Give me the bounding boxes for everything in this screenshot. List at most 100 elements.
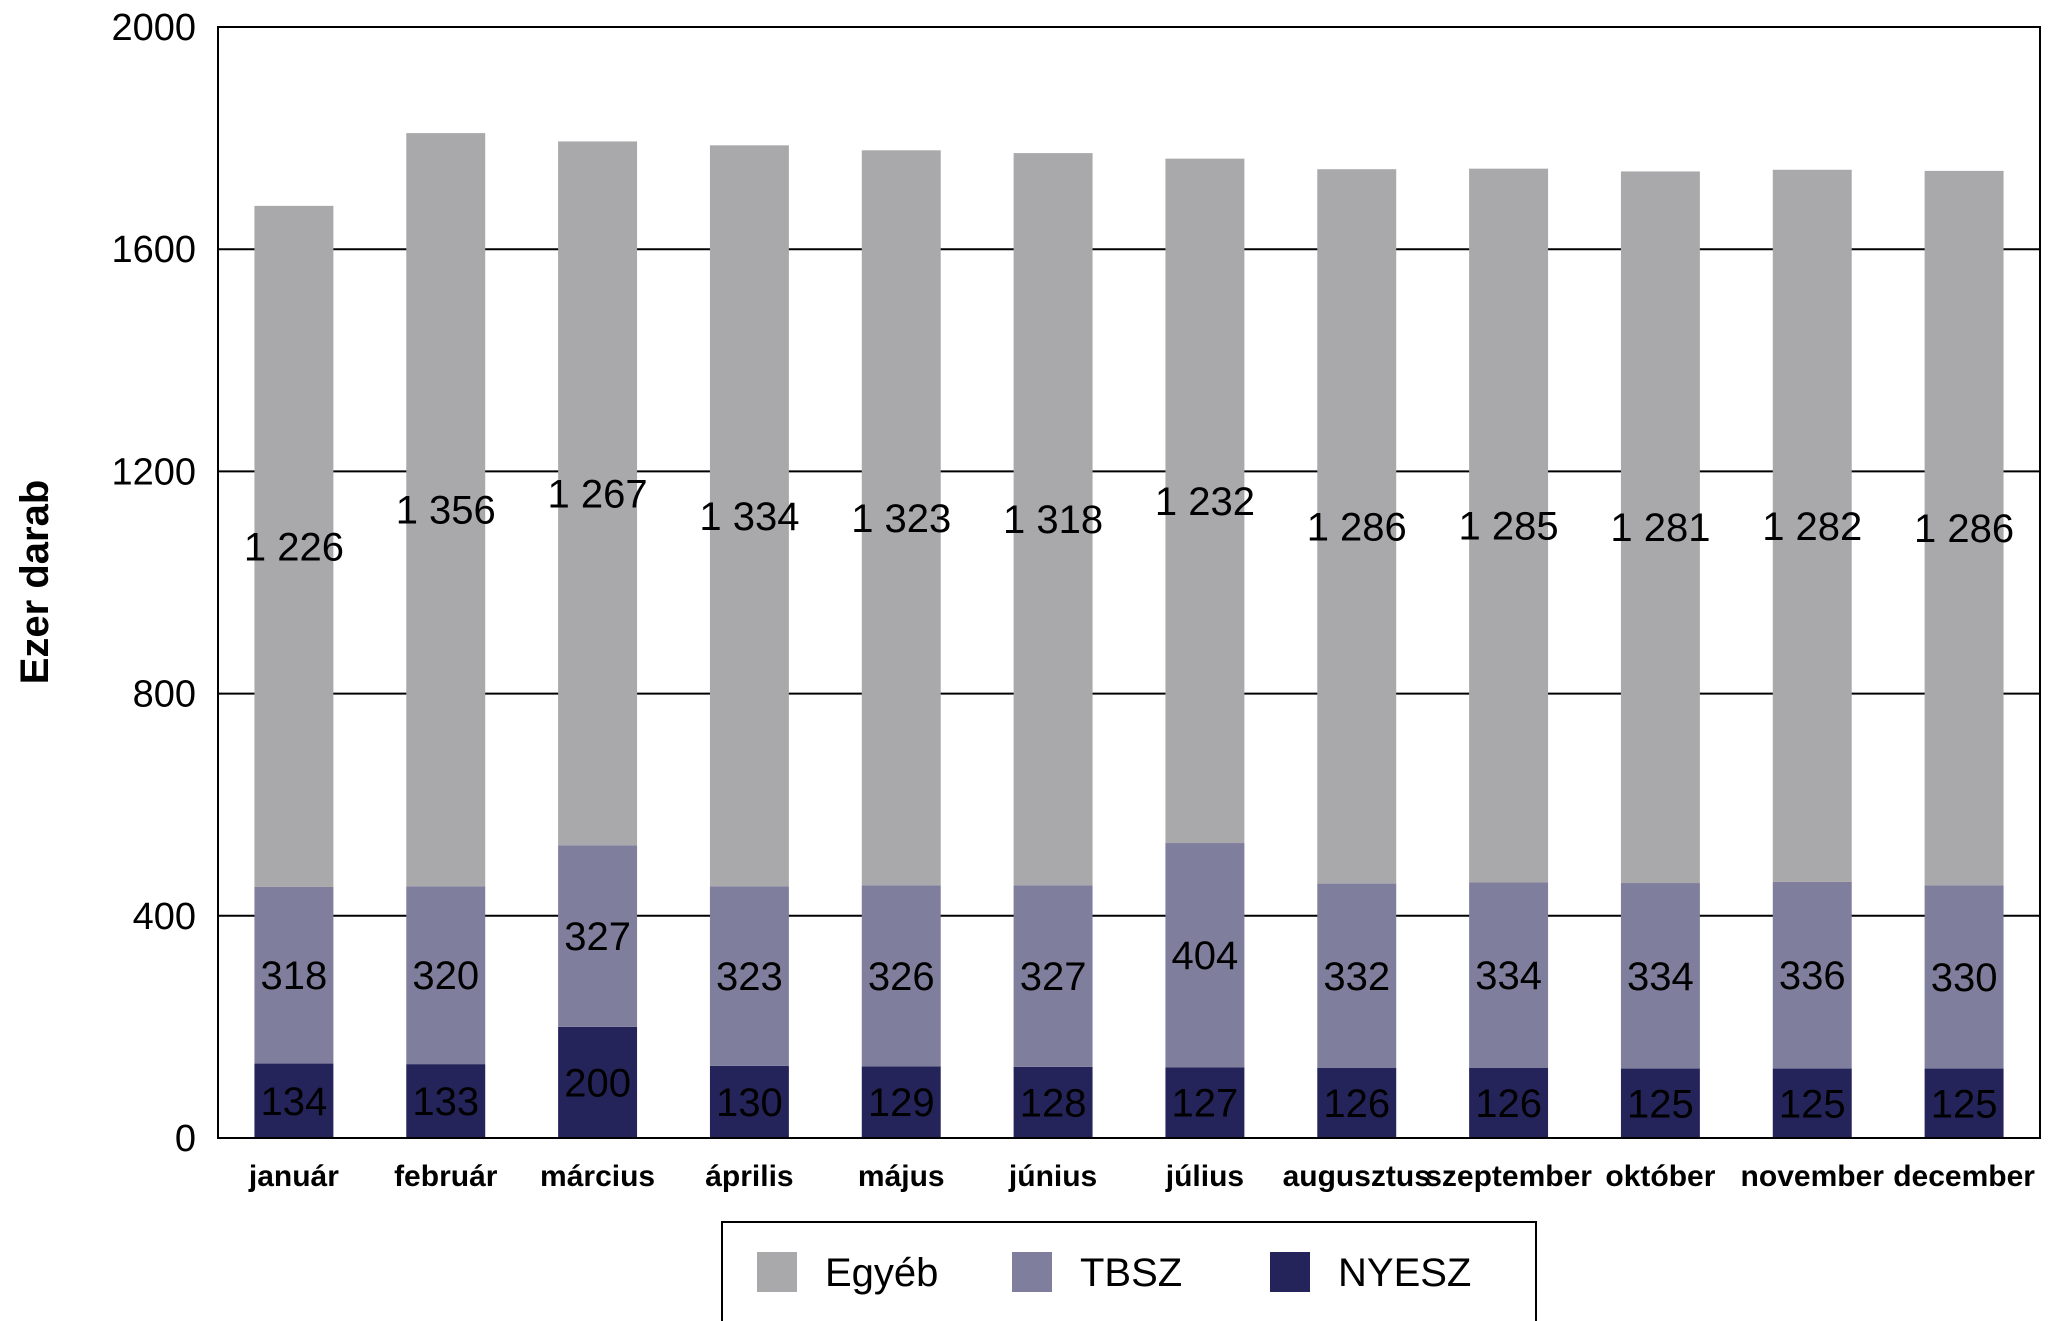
legend-swatch [757, 1252, 797, 1292]
data-label: 327 [1020, 955, 1087, 999]
data-label: 330 [1931, 956, 1998, 1000]
data-label: 326 [868, 955, 935, 999]
bar-segment-tbsz [1165, 843, 1245, 1068]
bar-segment-nyesz [1317, 1068, 1397, 1138]
x-tick-label: március [540, 1160, 655, 1193]
bar-segment-tbsz [1924, 885, 2004, 1069]
bar-segment-egyéb [709, 145, 789, 887]
data-label: 1 323 [851, 497, 951, 541]
bar-segment-tbsz [406, 886, 486, 1065]
y-axis-title: Ezer darab [13, 480, 57, 685]
data-label: 125 [1779, 1082, 1846, 1126]
bar-segment-tbsz [1317, 883, 1397, 1069]
x-tick-label: január [248, 1160, 339, 1193]
data-label: 127 [1172, 1082, 1239, 1126]
bar-segment-egyéb [1165, 158, 1245, 844]
data-label: 1 286 [1914, 507, 2014, 551]
bars [254, 133, 2004, 1138]
bar-segment-nyesz [1772, 1068, 1852, 1138]
legend: Egyéb TBSZ NYESZ [721, 1221, 1537, 1321]
bar-segment-egyéb [1772, 169, 1852, 882]
bar-segment-tbsz [1772, 881, 1852, 1069]
data-label: 126 [1323, 1082, 1390, 1126]
x-tick-label: július [1165, 1160, 1244, 1193]
data-label: 336 [1779, 954, 1846, 998]
y-tick-label: 1200 [111, 451, 196, 493]
data-label: 134 [261, 1080, 328, 1124]
data-label: 125 [1931, 1082, 1998, 1126]
bar-segment-tbsz [1469, 882, 1549, 1069]
data-label: 1 226 [244, 525, 344, 569]
legend-swatch [1012, 1252, 1052, 1292]
x-tick-label: november [1741, 1160, 1885, 1193]
data-label: 133 [412, 1080, 479, 1124]
bar-segment-tbsz [709, 886, 789, 1066]
bar-segment-nyesz [1013, 1066, 1093, 1138]
data-label: 334 [1475, 954, 1542, 998]
y-tick-label: 1600 [111, 229, 196, 271]
bar-segment-nyesz [709, 1065, 789, 1138]
bar-segment-egyéb [558, 141, 638, 846]
legend-swatch [1270, 1252, 1310, 1292]
bar-segment-egyéb [1620, 171, 1700, 884]
x-tick-label: február [394, 1160, 498, 1193]
data-label: 200 [564, 1061, 631, 1105]
bar-segment-nyesz [1620, 1068, 1700, 1138]
data-labels: 134 318 1 226 133 320 1 356 200 327 1 267 130 323 1… [244, 472, 2014, 1126]
bar-segment-tbsz [861, 885, 941, 1067]
data-label: 1 356 [396, 489, 496, 533]
data-label: 320 [412, 954, 479, 998]
x-tick-label: október [1605, 1160, 1715, 1193]
bar-segment-tbsz [254, 886, 334, 1064]
bar-segment-egyéb [254, 205, 334, 887]
bar-segment-nyesz [558, 1026, 638, 1138]
data-label: 129 [868, 1081, 935, 1125]
data-label: 1 232 [1155, 480, 1255, 524]
data-label: 318 [261, 954, 328, 998]
x-tick-label: április [705, 1160, 793, 1193]
y-tick-label: 800 [133, 674, 196, 716]
data-label: 130 [716, 1081, 783, 1125]
data-label: 1 282 [1762, 505, 1862, 549]
bar-segment-egyéb [1013, 153, 1093, 886]
y-tick-label: 400 [133, 896, 196, 938]
data-label: 1 285 [1459, 505, 1559, 549]
data-label: 323 [716, 955, 783, 999]
x-tick-label: szeptember [1425, 1160, 1592, 1193]
legend-box [721, 1221, 1537, 1321]
legend-label: NYESZ [1338, 1251, 1471, 1295]
x-tick-label: december [1893, 1160, 2035, 1193]
data-label: 126 [1475, 1082, 1542, 1126]
bar-segment-nyesz [1165, 1067, 1245, 1138]
data-label: 1 318 [1003, 498, 1103, 542]
bar-segment-egyéb [861, 150, 941, 886]
axes: 0 400 800 1200 1600 2000 január február március á… [111, 7, 2041, 1193]
bar-segment-tbsz [1620, 883, 1700, 1069]
gridlines [218, 26, 2040, 1139]
data-label: 1 281 [1610, 506, 1710, 550]
data-label: 125 [1627, 1082, 1694, 1126]
data-label: 1 334 [699, 495, 799, 539]
x-tick-label: május [858, 1160, 945, 1193]
bar-segment-nyesz [1924, 1068, 2004, 1138]
y-tick-label: 2000 [111, 7, 196, 49]
bar-segment-nyesz [254, 1063, 334, 1138]
bar-segment-egyéb [1317, 169, 1397, 884]
legend-label: Egyéb [825, 1251, 938, 1295]
x-tick-label: augusztus [1283, 1160, 1431, 1193]
plot-frame [217, 26, 2041, 1139]
bar-segment-tbsz [558, 845, 638, 1027]
legend-label: TBSZ [1080, 1251, 1182, 1295]
bar-segment-tbsz [1013, 885, 1093, 1067]
bar-segment-nyesz [406, 1064, 486, 1138]
data-label: 404 [1172, 934, 1239, 978]
data-label: 334 [1627, 955, 1694, 999]
bar-segment-egyéb [1924, 170, 2004, 886]
y-tick-label: 0 [175, 1118, 196, 1160]
x-tick-label: június [1008, 1160, 1097, 1193]
data-label: 128 [1020, 1081, 1087, 1125]
data-label: 332 [1323, 955, 1390, 999]
bar-segment-egyéb [406, 133, 486, 887]
